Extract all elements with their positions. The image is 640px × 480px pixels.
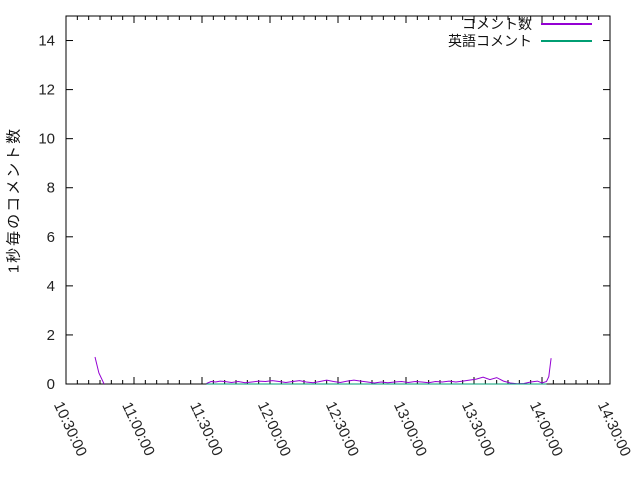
y-tick-label: 4 (47, 278, 55, 295)
x-tick-label: 10:30:00 (50, 399, 90, 459)
y-tick-label: 2 (47, 327, 55, 344)
legend-label-english-comments: 英語コメント (448, 33, 532, 49)
legend-entry-english-comments: 英語コメント (448, 33, 592, 49)
x-tick-label: 14:00:00 (526, 399, 566, 459)
x-tick-label: 11:30:00 (186, 400, 226, 459)
x-tick-label: 12:30:00 (322, 399, 362, 459)
y-tick-label: 6 (47, 229, 55, 246)
y-tick-label: 0 (47, 376, 55, 393)
legend: コメント数 英語コメント (448, 16, 592, 49)
x-tick-label: 12:00:00 (254, 399, 294, 459)
series-line-0 (206, 358, 552, 385)
y-tick-label: 12 (38, 82, 55, 99)
x-tick-label: 13:00:00 (390, 399, 430, 459)
legend-line-sample-comments (541, 23, 592, 25)
y-tick-label: 10 (38, 131, 55, 148)
x-tick-label: 14:30:00 (594, 399, 634, 459)
legend-entry-comments: コメント数 (462, 16, 592, 32)
plot-border (65, 15, 611, 385)
legend-label-comments: コメント数 (462, 16, 532, 32)
y-tick-label: 14 (38, 33, 55, 50)
legend-line-sample-english-comments (541, 40, 592, 42)
x-tick-label: 13:30:00 (458, 399, 498, 459)
series-line-0 (94, 356, 105, 385)
x-tick-label: 11:00:00 (118, 400, 158, 459)
y-tick-label: 8 (47, 180, 55, 197)
